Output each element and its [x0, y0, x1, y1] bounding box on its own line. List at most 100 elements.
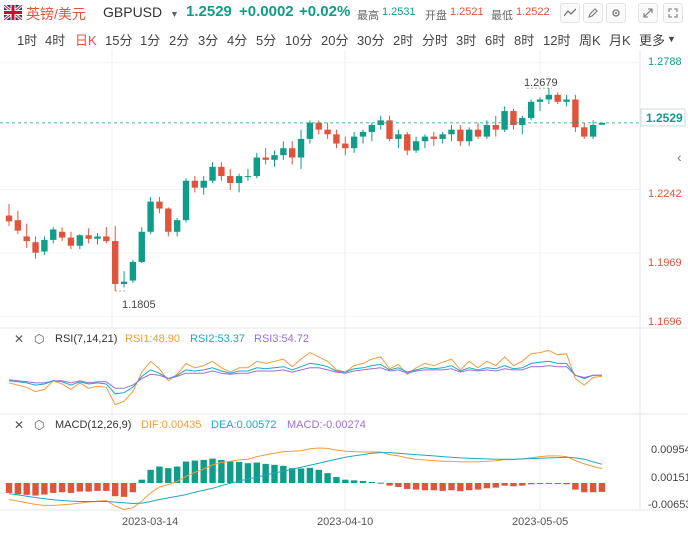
- indicator-icon[interactable]: [560, 3, 580, 23]
- macd-histogram-bar: [244, 463, 252, 483]
- candle-body: [457, 129, 464, 142]
- tab-4m[interactable]: 4分: [227, 33, 248, 48]
- expand-icon[interactable]: [638, 3, 658, 23]
- candle-body: [333, 134, 340, 144]
- candle-body: [76, 235, 83, 246]
- dea-value: DEA:0.00572: [211, 419, 277, 431]
- macd-histogram-bar: [589, 483, 597, 493]
- tab-6h[interactable]: 6时: [485, 33, 506, 48]
- macd-histogram-bar: [572, 483, 579, 490]
- kline-chart[interactable]: 1.2788 1.2242 1.1969 1.1696 1.2529 ‹ 1.2…: [0, 50, 688, 535]
- chevron-down-icon[interactable]: ▼: [170, 9, 179, 19]
- candle-body: [129, 261, 137, 281]
- macd-histogram-bar: [120, 483, 128, 497]
- macd-dif-line: [8, 447, 603, 510]
- chevron-down-icon[interactable]: ▼: [667, 34, 676, 44]
- candle-body: [527, 101, 535, 119]
- date-axis-label: 2023-05-05: [512, 516, 568, 528]
- tab-1m[interactable]: 1分: [140, 33, 161, 48]
- tab-5m[interactable]: 5分: [256, 33, 277, 48]
- fullscreen-icon[interactable]: [663, 3, 683, 23]
- macd-histogram-bar: [412, 483, 420, 490]
- macd-dea-line: [8, 452, 603, 505]
- low-value: 1.2522: [516, 6, 550, 18]
- price-axis-label: 1.2242: [648, 188, 682, 200]
- date-axis-label: 2023-04-10: [317, 516, 373, 528]
- candle-body: [350, 136, 358, 149]
- candle-body: [554, 94, 561, 102]
- rsi3-value: RSI3:54.72: [254, 333, 310, 345]
- macd-histogram-bar: [262, 463, 269, 483]
- tab-more[interactable]: 更多: [639, 33, 666, 48]
- candle-body: [209, 166, 216, 181]
- macd-histogram-bar: [457, 483, 464, 492]
- tab-20m[interactable]: 20分: [321, 33, 349, 48]
- candle-body: [85, 235, 92, 239]
- macd-histogram-bar: [404, 483, 411, 489]
- high-label: 最高: [357, 10, 379, 22]
- macd-histogram-bar: [483, 483, 491, 489]
- candle-body: [23, 236, 30, 242]
- macd-histogram-bar: [368, 482, 376, 484]
- macd-histogram-bar: [324, 473, 331, 483]
- macd-histogram-bar: [581, 483, 588, 493]
- tab-12h[interactable]: 12时: [543, 33, 571, 48]
- candle-body: [191, 180, 199, 188]
- close-icon[interactable]: ✕: [14, 332, 25, 346]
- macd-histogram-bar: [112, 483, 119, 497]
- low-marker: 1.1805: [122, 299, 156, 311]
- candle-body: [262, 157, 269, 160]
- tab-3h[interactable]: 3时: [456, 33, 477, 48]
- macd-histogram-bar: [386, 483, 393, 486]
- rsi2-value: RSI2:53.37: [190, 333, 246, 345]
- candle-body: [67, 237, 75, 246]
- settings-icon[interactable]: ⬡: [34, 332, 45, 346]
- candle-body: [342, 143, 349, 149]
- tab-2h[interactable]: 2时: [393, 33, 414, 48]
- candle-body: [395, 134, 402, 139]
- macd-histogram-bar: [545, 483, 553, 484]
- macd-histogram-bar: [554, 483, 561, 484]
- macd-histogram-bar: [41, 483, 48, 495]
- candle-body: [501, 111, 508, 130]
- tab-2m[interactable]: 2分: [169, 33, 190, 48]
- rsi-line-rsi1: [8, 349, 602, 406]
- close-icon[interactable]: ✕: [14, 418, 25, 432]
- tab-3m[interactable]: 3分: [198, 33, 219, 48]
- tab-10m[interactable]: 10分: [285, 33, 313, 48]
- symbol-selector[interactable]: GBPUSD: [103, 4, 163, 20]
- tab-monthly[interactable]: 月K: [609, 33, 631, 48]
- open-value: 1.2521: [450, 6, 484, 18]
- macd-histogram-bar: [227, 461, 234, 483]
- candle-body: [227, 176, 234, 184]
- uk-flag-icon: [4, 5, 22, 20]
- pair-name[interactable]: 英镑/美元: [26, 6, 86, 22]
- candle-body: [412, 141, 420, 151]
- candle-body: [404, 134, 411, 151]
- tab-4h[interactable]: 4时: [45, 33, 66, 48]
- low-label: 最低: [491, 10, 513, 22]
- macd-series: [5, 447, 606, 510]
- macd-histogram-bar: [218, 459, 225, 483]
- tab-8h[interactable]: 8时: [514, 33, 535, 48]
- draw-pen-icon[interactable]: [583, 3, 603, 23]
- macd-histogram-bar: [342, 479, 349, 483]
- tab-30m[interactable]: 30分: [357, 33, 385, 48]
- tab-1h[interactable]: 1时: [17, 33, 38, 48]
- settings-icon[interactable]: ⬡: [34, 418, 45, 432]
- macd-histogram-bar: [58, 483, 66, 493]
- candle-body: [563, 99, 570, 102]
- tab-weekly[interactable]: 周K: [579, 33, 601, 48]
- macd-histogram-bar: [14, 483, 22, 495]
- macd-histogram-bar: [235, 461, 243, 483]
- tab-timeshare[interactable]: 分时: [422, 33, 449, 48]
- macd-histogram-bar: [191, 460, 199, 483]
- settings-icon[interactable]: [606, 3, 626, 23]
- tab-15m[interactable]: 15分: [105, 33, 133, 48]
- candle-body: [103, 236, 110, 242]
- chevron-left-icon[interactable]: ‹: [677, 149, 682, 165]
- macd-histogram-bar: [103, 483, 110, 491]
- candle-body: [147, 201, 154, 232]
- price-axis-label: 1.1969: [648, 257, 682, 269]
- tab-daily[interactable]: 日K: [75, 33, 97, 48]
